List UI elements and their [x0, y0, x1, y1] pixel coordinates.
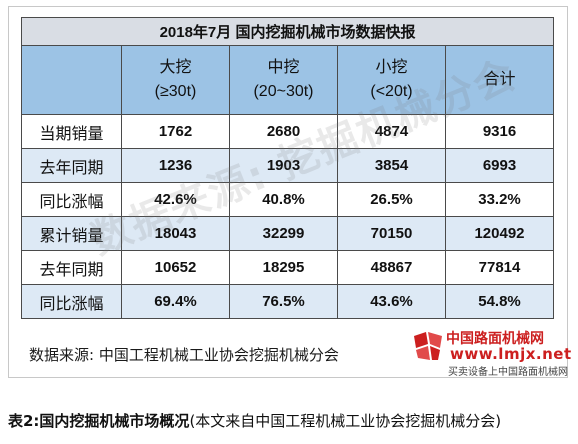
column-header: 合计: [444, 45, 555, 115]
table-cell: 77814: [444, 250, 555, 285]
column-header-name: 大挖: [159, 59, 192, 76]
table-cell: 42.6%: [121, 182, 230, 217]
table-cell: 1903: [229, 148, 338, 183]
table-cell: 43.6%: [337, 284, 446, 319]
table-cell: 54.8%: [444, 284, 555, 319]
table-row: 去年同期 1236 1903 3854 6993: [21, 148, 555, 183]
table-title: 2018年7月 国内挖掘机械市场数据快报: [20, 17, 555, 46]
excavator-market-table: 2018年7月 国内挖掘机械市场数据快报 大挖 (≥30t) 中挖 (20~30…: [20, 17, 555, 319]
header-corner: [21, 45, 122, 115]
table-cell: 18043: [121, 216, 230, 251]
column-header: 小挖 (<20t): [337, 45, 446, 115]
figure-caption: 表2:国内挖掘机械市场概况(本文来自中国工程机械工业协会挖掘机械分会): [8, 410, 501, 431]
table-cell: 48867: [337, 250, 446, 285]
row-label: 去年同期: [21, 148, 122, 183]
table-cell: 69.4%: [121, 284, 230, 319]
logo-slogan: 买卖设备上中国路面机械网: [448, 367, 568, 378]
column-header: 大挖 (≥30t): [121, 45, 230, 115]
row-label: 同比涨幅: [21, 284, 122, 319]
table-cell: 76.5%: [229, 284, 338, 319]
table-row: 去年同期 10652 18295 48867 77814: [21, 250, 555, 285]
table-cell: 40.8%: [229, 182, 338, 217]
row-label: 去年同期: [21, 250, 122, 285]
row-label: 当期销量: [21, 114, 122, 149]
site-logo: 中国路面机械网 www.lmjx.net: [410, 328, 571, 374]
table-row: 当期销量 1762 2680 4874 9316: [21, 114, 555, 149]
column-header-range: (<20t): [370, 83, 413, 100]
caption-note: (本文来自中国工程机械工业协会挖掘机械分会): [189, 412, 502, 430]
table-cell: 10652: [121, 250, 230, 285]
table-cell: 3854: [337, 148, 446, 183]
table-row: 同比涨幅 42.6% 40.8% 26.5% 33.2%: [21, 182, 555, 217]
column-header-range: (≥30t): [154, 83, 197, 100]
column-header-name: 中挖: [267, 59, 300, 76]
table-cell: 2680: [229, 114, 338, 149]
table-cell: 4874: [337, 114, 446, 149]
table-row: 同比涨幅 69.4% 76.5% 43.6% 54.8%: [21, 284, 555, 319]
table-cell: 6993: [444, 148, 555, 183]
table-cell: 1236: [121, 148, 230, 183]
column-header-name: 合计: [483, 71, 516, 88]
table-row: 累计销量 18043 32299 70150 120492: [21, 216, 555, 251]
table-cell: 33.2%: [444, 182, 555, 217]
table-cell: 18295: [229, 250, 338, 285]
logo-mark-icon: [414, 332, 442, 360]
row-label: 同比涨幅: [21, 182, 122, 217]
table-cell: 120492: [444, 216, 555, 251]
column-header: 中挖 (20~30t): [229, 45, 338, 115]
column-header-range: (20~30t): [253, 83, 314, 100]
table-cell: 70150: [337, 216, 446, 251]
table-cell: 26.5%: [337, 182, 446, 217]
table-cell: 9316: [444, 114, 555, 149]
column-header-name: 小挖: [375, 59, 408, 76]
table-cell: 32299: [229, 216, 338, 251]
logo-text-url: www.lmjx.net: [450, 345, 572, 363]
row-label: 累计销量: [21, 216, 122, 251]
data-source-note: 数据来源: 中国工程机械工业协会挖掘机械分会: [29, 346, 339, 364]
report-image: 2018年7月 国内挖掘机械市场数据快报 大挖 (≥30t) 中挖 (20~30…: [8, 6, 568, 378]
table-cell: 1762: [121, 114, 230, 149]
logo-text-cn: 中国路面机械网: [446, 331, 544, 347]
caption-title: 表2:国内挖掘机械市场概况: [8, 412, 190, 430]
